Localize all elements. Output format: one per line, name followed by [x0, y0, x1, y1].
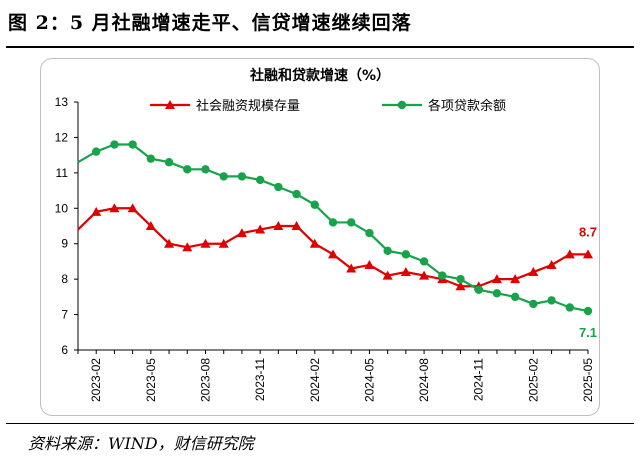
top-rule [6, 46, 634, 48]
y-tick-label: 10 [55, 201, 69, 215]
data-point [455, 281, 466, 291]
data-point [292, 189, 301, 199]
data-point [328, 218, 338, 227]
data-point [491, 274, 502, 284]
end-value-label: 8.7 [579, 224, 597, 239]
series-loans [77, 140, 593, 316]
data-point [565, 303, 574, 312]
y-tick-label: 13 [55, 95, 69, 109]
x-tick-label: 2023-05 [144, 358, 158, 402]
x-tick-label: 2024-08 [417, 358, 431, 402]
chart-frame [40, 58, 600, 416]
x-tick-label: 2023-11 [253, 358, 267, 401]
legend-marker [397, 100, 407, 110]
data-point [346, 263, 357, 273]
data-point [309, 238, 320, 248]
data-point [400, 267, 411, 277]
data-point [365, 228, 374, 238]
source-note: 资料来源：WIND，财信研究院 [28, 434, 254, 453]
y-tick-label: 12 [55, 130, 69, 144]
chart-axes: 6 7 8 9 10 11 12 13 2023-02 2023-05 2023-08 2023-11… [55, 95, 595, 402]
data-point [164, 238, 175, 248]
data-point [109, 203, 120, 213]
data-point [255, 175, 265, 185]
y-tick-label: 8 [61, 272, 68, 286]
figure-title: 图 2：5 月社融增速走平、信贷增速继续回落 [8, 12, 412, 34]
data-point [146, 154, 156, 163]
data-point [164, 158, 174, 167]
legend-item: 社会融资规模存量 [150, 98, 300, 114]
data-point [310, 200, 319, 209]
data-point [528, 267, 539, 277]
legend-label: 各项贷款余额 [428, 98, 506, 114]
data-point [236, 228, 247, 238]
chart-title: 社融和贷款增速（%） [249, 67, 390, 84]
end-value-label: 7.1 [579, 325, 597, 340]
data-point [383, 246, 392, 255]
data-point [347, 218, 356, 227]
data-point [110, 140, 119, 149]
y-tick-label: 9 [61, 237, 68, 251]
x-tick-label: 2025-02 [526, 358, 540, 402]
data-point [564, 249, 575, 259]
data-point [364, 259, 375, 269]
x-tick-label: 2024-11 [472, 358, 486, 401]
y-tick-label: 11 [56, 166, 69, 180]
data-point [456, 274, 465, 284]
data-point [419, 257, 429, 266]
data-point [200, 238, 211, 248]
data-point [92, 147, 101, 156]
data-point [547, 296, 556, 305]
data-point [183, 165, 192, 174]
legend-item: 各项贷款余额 [382, 98, 506, 114]
data-point [218, 238, 229, 248]
legend-label: 社会融资规模存量 [196, 98, 300, 114]
bottom-rule [6, 423, 634, 424]
data-point [255, 224, 266, 234]
data-point [182, 242, 193, 252]
data-point [401, 250, 411, 259]
data-point [274, 182, 283, 192]
data-point [492, 289, 502, 298]
data-point [127, 203, 138, 213]
data-point [237, 172, 247, 181]
data-point [328, 249, 338, 259]
y-tick-label: 7 [61, 308, 68, 322]
chart-legend: 社会融资规模存量 各项贷款余额 [150, 98, 506, 114]
legend-marker [165, 100, 175, 109]
series-social-financing [77, 203, 593, 291]
data-point [201, 165, 210, 174]
data-point [546, 259, 557, 269]
data-point [291, 221, 302, 230]
y-tick-label: 6 [61, 343, 68, 357]
data-point [273, 221, 284, 230]
data-point [583, 306, 593, 316]
data-point [128, 140, 137, 149]
data-point [583, 249, 593, 259]
x-tick-label: 2023-08 [199, 358, 213, 402]
x-tick-label: 2024-02 [308, 358, 322, 402]
data-point [438, 271, 447, 280]
data-point [510, 274, 521, 284]
data-point [474, 285, 483, 294]
data-point [382, 270, 393, 280]
x-tick-label: 2024-05 [362, 358, 376, 402]
x-tick-label: 2025-05 [581, 358, 595, 402]
data-point [510, 292, 520, 302]
data-point [145, 221, 156, 230]
data-point [419, 270, 430, 280]
plot-area: 8.7 7.1 [77, 140, 597, 340]
data-point [529, 299, 538, 309]
data-point [91, 206, 102, 216]
x-tick-label: 2023-02 [89, 358, 103, 402]
data-point [219, 172, 228, 181]
